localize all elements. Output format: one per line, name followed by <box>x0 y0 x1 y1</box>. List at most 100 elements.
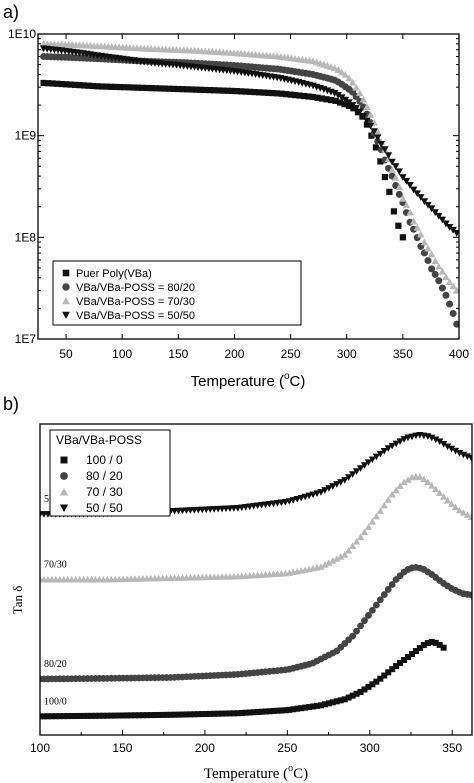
x-tick-label: 200 <box>224 347 244 361</box>
data-point <box>401 656 408 663</box>
data-point <box>309 93 317 101</box>
data-point <box>188 86 195 93</box>
data-point <box>45 80 52 87</box>
data-point <box>395 190 403 198</box>
data-point <box>445 224 454 231</box>
data-point <box>211 87 218 94</box>
data-point <box>381 146 389 154</box>
data-point <box>449 282 457 290</box>
data-point <box>287 91 294 98</box>
x-tick-label: 150 <box>168 347 188 361</box>
legend-marker <box>62 269 70 277</box>
data-point <box>363 103 371 110</box>
data-point <box>72 713 79 720</box>
data-point <box>424 201 432 209</box>
data-point <box>348 102 357 109</box>
data-point <box>388 166 396 173</box>
data-point <box>317 563 325 570</box>
x-tick-label: 100 <box>30 741 50 755</box>
data-point <box>416 473 424 480</box>
data-point <box>365 683 372 690</box>
data-point <box>294 705 301 712</box>
data-point <box>442 273 450 281</box>
data-point <box>327 96 335 104</box>
data-point <box>333 555 341 562</box>
data-point <box>400 436 408 443</box>
data-point <box>453 286 459 294</box>
legend-label: VBa/VBa-POSS = 50/50 <box>76 310 195 322</box>
data-point <box>179 86 186 93</box>
data-point <box>356 465 365 472</box>
data-point <box>131 712 138 719</box>
data-point <box>297 494 305 502</box>
legend-label: VBa/VBa-POSS = 70/30 <box>76 296 195 308</box>
data-point <box>321 487 329 494</box>
panel-b-ticks <box>39 730 453 735</box>
data-point <box>251 88 258 96</box>
curve-label: 70/30 <box>44 560 67 571</box>
data-point <box>310 703 317 710</box>
data-point <box>116 712 123 719</box>
data-point <box>360 462 369 469</box>
data-point <box>278 707 285 714</box>
data-point <box>305 93 312 100</box>
data-point <box>278 90 285 97</box>
data-point <box>440 493 448 500</box>
x-tick-label: 350 <box>393 347 413 361</box>
data-point <box>369 606 376 614</box>
data-point <box>337 553 345 560</box>
data-point <box>84 712 91 719</box>
panel-b-x-axis-title: Temperature (oC) <box>204 763 308 782</box>
data-point <box>124 712 131 719</box>
data-point <box>254 708 261 715</box>
data-point <box>317 489 325 496</box>
panel-a-x-axis-title: Temperature (oC) <box>191 371 306 390</box>
data-point <box>121 84 128 91</box>
data-point <box>384 445 392 452</box>
data-point <box>442 220 450 228</box>
data-point <box>112 712 119 719</box>
data-point <box>374 134 382 142</box>
data-point <box>369 681 376 688</box>
data-point <box>406 182 414 189</box>
data-point <box>467 591 472 599</box>
data-point <box>314 702 321 709</box>
data-point <box>372 144 380 151</box>
data-point <box>135 712 142 719</box>
data-point <box>390 208 397 215</box>
data-point <box>436 438 444 446</box>
data-point <box>428 481 436 489</box>
data-point <box>399 194 407 202</box>
data-point <box>373 678 380 685</box>
series-2 <box>40 563 472 683</box>
data-point <box>258 708 265 715</box>
data-point <box>431 257 439 265</box>
data-point <box>354 109 362 116</box>
data-point <box>352 537 361 545</box>
data-point <box>359 95 368 103</box>
data-point <box>356 533 365 541</box>
data-point <box>368 456 377 464</box>
panel-a-plot-area <box>39 40 459 328</box>
legend-label: VBa/VBa-POSS = 80/20 <box>76 282 195 294</box>
data-point <box>455 506 464 514</box>
x-tick-label: 250 <box>281 347 301 361</box>
data-point <box>64 713 71 720</box>
data-point <box>413 223 421 231</box>
data-point <box>40 79 47 87</box>
data-point <box>161 85 168 92</box>
data-point <box>197 86 204 93</box>
data-point <box>166 85 173 92</box>
legend-label: Puer Poly(VBa) <box>76 268 152 280</box>
data-point <box>416 645 423 652</box>
data-point <box>396 482 404 489</box>
data-point <box>220 87 227 94</box>
data-point <box>40 713 47 720</box>
data-point <box>399 174 407 181</box>
data-point <box>364 459 373 466</box>
data-point <box>451 503 460 511</box>
data-point <box>352 468 361 475</box>
data-point <box>455 450 464 457</box>
data-point <box>427 250 436 258</box>
data-point <box>435 277 443 285</box>
